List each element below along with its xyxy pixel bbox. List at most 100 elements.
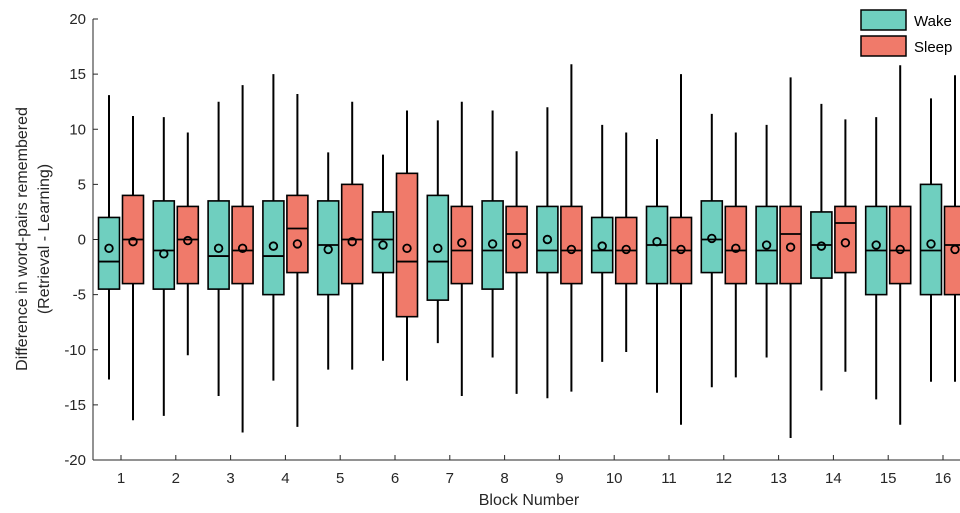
box	[286, 194, 309, 274]
box-sleep-block-14	[834, 119, 857, 372]
mean-marker	[402, 243, 412, 254]
x-tick-label: 14	[825, 470, 842, 487]
x-tick-label: 5	[336, 470, 344, 487]
box	[590, 216, 614, 274]
box-sleep-block-16	[943, 75, 960, 382]
box-wake-block-2	[152, 117, 176, 416]
y-tick-label: -15	[64, 397, 86, 414]
mean-marker	[542, 234, 553, 245]
x-tick-label: 3	[226, 470, 234, 487]
x-tick-label: 12	[715, 470, 732, 487]
y-tick-label: -20	[64, 452, 86, 469]
y-tick-label: 10	[69, 121, 86, 138]
y-axis-label-line1: Difference in word-pairs remembered	[14, 107, 31, 371]
legend-label-wake: Wake	[914, 13, 952, 30]
box-wake-block-8	[481, 110, 504, 358]
box-sleep-block-8	[505, 151, 528, 394]
box-sleep-block-7	[450, 101, 474, 397]
box-sleep-block-1	[121, 116, 145, 421]
x-tick-label: 15	[880, 470, 897, 487]
x-axis-label: Block Number	[479, 492, 580, 509]
mean-marker	[840, 238, 851, 248]
box	[755, 205, 778, 285]
box-wake-block-1	[97, 95, 121, 380]
boxes-layer	[97, 64, 960, 438]
mean-marker	[237, 243, 248, 254]
legend-swatch-wake	[860, 9, 907, 31]
box-sleep-block-2	[176, 132, 200, 356]
box-sleep-block-5	[340, 101, 364, 370]
mean-marker	[487, 239, 498, 249]
mean-marker	[159, 249, 169, 259]
mean-marker	[950, 244, 960, 255]
box-sleep-block-9	[560, 64, 583, 392]
y-tick-label: -10	[64, 342, 86, 359]
x-tick-label: 16	[935, 470, 952, 487]
box-sleep-block-15	[888, 65, 912, 425]
mean-marker	[213, 243, 224, 254]
x-tick-label: 1	[117, 470, 125, 487]
box	[316, 200, 340, 296]
box-wake-block-14	[810, 103, 833, 391]
mean-marker	[347, 237, 357, 247]
mean-marker	[926, 239, 936, 249]
box-wake-block-4	[262, 74, 285, 381]
box-sleep-block-6	[395, 110, 419, 381]
x-tick-label: 13	[770, 470, 787, 487]
mean-marker	[292, 239, 303, 249]
mean-marker	[378, 240, 388, 250]
mean-marker	[323, 244, 333, 255]
mean-marker	[871, 240, 881, 250]
x-ticks: 1 2 3 4 5 6 7 8 9 10 11 12 13 14 15 16	[117, 455, 952, 487]
x-tick-label: 6	[391, 470, 399, 487]
box	[371, 211, 395, 274]
x-tick-label: 2	[172, 470, 180, 487]
box	[481, 200, 504, 290]
box	[340, 183, 364, 285]
mean-marker	[566, 244, 577, 255]
mean-marker	[457, 238, 467, 248]
y-ticks: -20 -15 -10 -5 0 5 10 15 20	[64, 11, 98, 469]
box-wake-block-11	[645, 139, 669, 393]
mean-marker	[621, 244, 631, 255]
box-sleep-block-3	[231, 85, 254, 433]
box	[450, 205, 474, 285]
mean-marker	[761, 240, 772, 250]
x-tick-label: 8	[500, 470, 508, 487]
box-wake-block-12	[700, 113, 724, 388]
x-tick-label: 11	[661, 470, 677, 487]
mean-marker	[676, 244, 686, 255]
box-wake-block-10	[590, 124, 614, 362]
mean-marker	[268, 241, 279, 251]
y-tick-label: -5	[73, 287, 86, 304]
y-tick-label: 20	[69, 11, 86, 28]
y-tick-label: 0	[78, 232, 86, 249]
y-tick-label: 15	[69, 66, 86, 83]
box-wake-block-7	[426, 120, 450, 344]
mean-marker	[816, 241, 827, 251]
x-tick-label: 4	[281, 470, 289, 487]
box	[262, 200, 285, 296]
legend-label-sleep: Sleep	[914, 39, 952, 56]
mean-marker	[597, 241, 607, 251]
box-wake-block-15	[864, 117, 888, 400]
box-sleep-block-10	[614, 132, 638, 352]
box	[943, 205, 960, 296]
box	[97, 216, 121, 290]
x-tick-label: 7	[446, 470, 454, 487]
mean-marker	[183, 235, 193, 246]
mean-marker	[433, 243, 443, 254]
mean-marker	[128, 237, 138, 247]
box	[700, 200, 724, 274]
box-sleep-block-12	[724, 132, 748, 378]
box-wake-block-6	[371, 154, 395, 361]
box	[152, 200, 176, 290]
box-wake-block-13	[755, 124, 778, 358]
mean-marker	[511, 239, 522, 249]
box-sleep-block-13	[779, 77, 802, 438]
box	[779, 205, 802, 285]
box-wake-block-9	[536, 107, 559, 399]
legend-swatch-sleep	[860, 35, 907, 57]
box-wake-block-16	[919, 98, 943, 382]
